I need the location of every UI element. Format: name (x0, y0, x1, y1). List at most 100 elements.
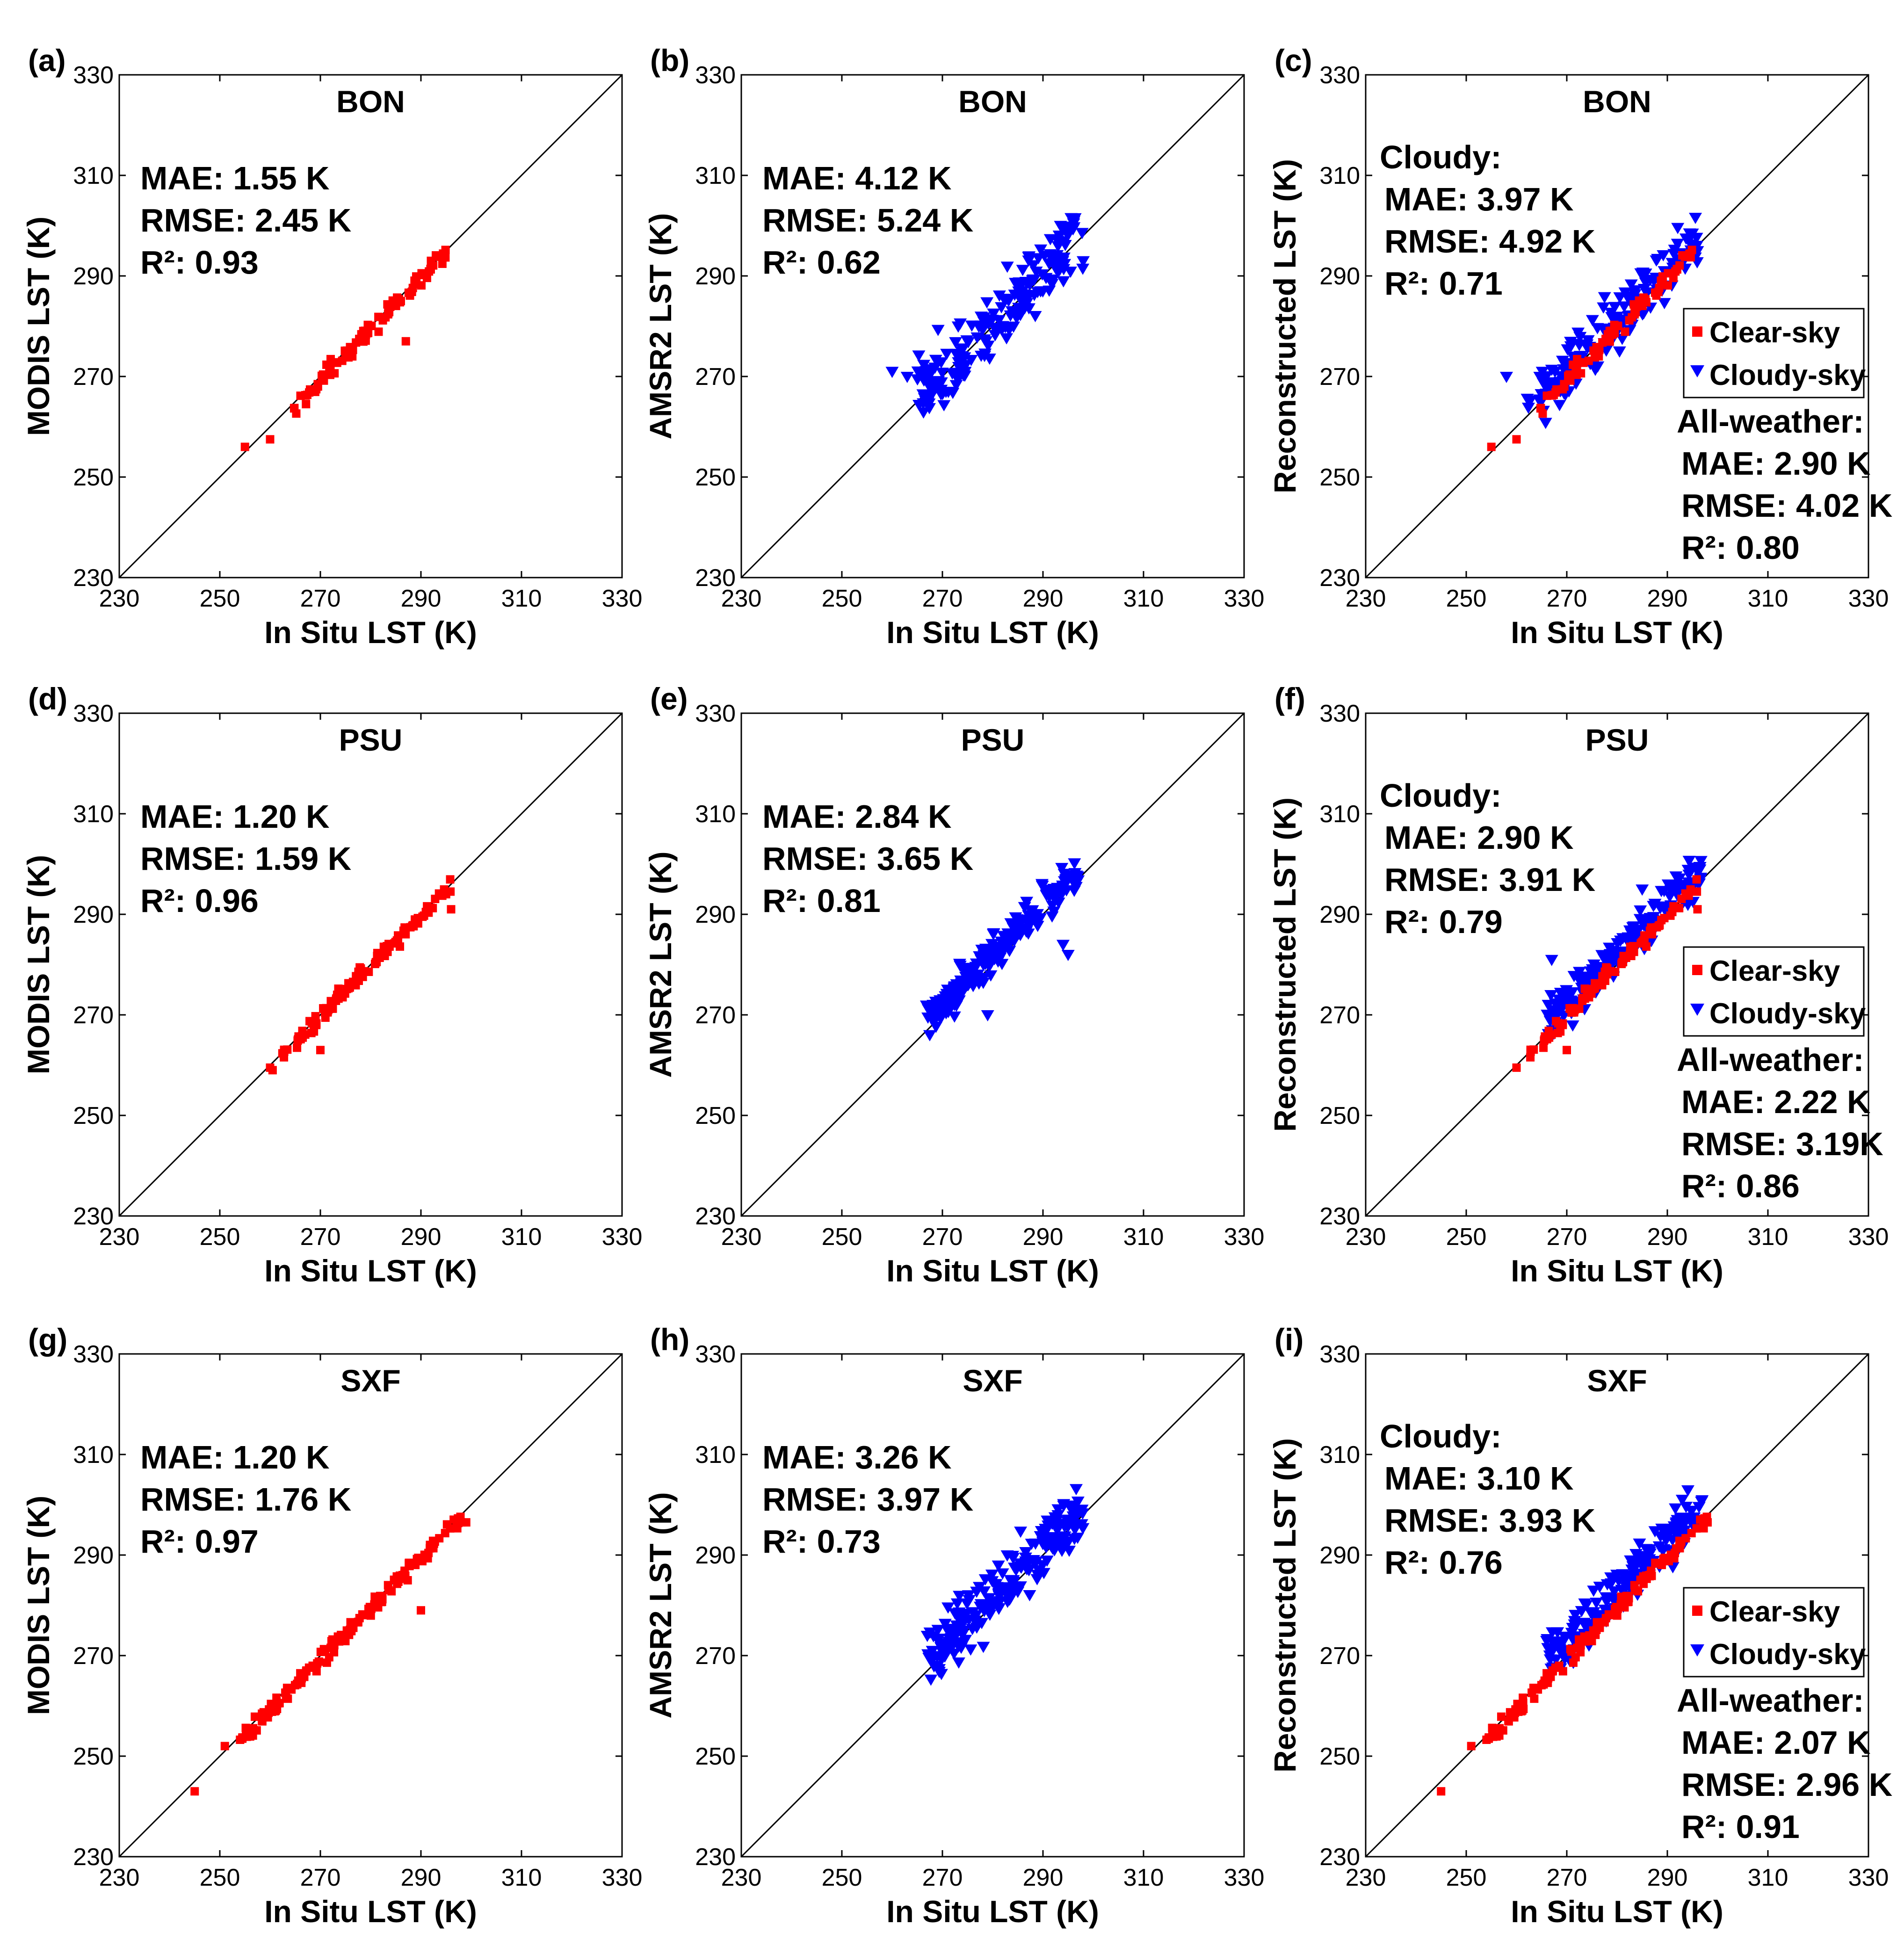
data-point (1602, 963, 1611, 972)
data-point (1587, 959, 1601, 971)
data-point (1488, 1723, 1497, 1732)
data-point (1576, 1648, 1585, 1657)
data-point (1603, 330, 1612, 339)
all-weather-line: RMSE: 2.96 K (1681, 1766, 1892, 1803)
data-point (1687, 1529, 1696, 1538)
plot-frame (1365, 1353, 1869, 1858)
data-point (333, 991, 341, 999)
data-point (1530, 1694, 1539, 1703)
panel-label: (d) (28, 681, 67, 716)
x-tick-label: 250 (822, 585, 862, 612)
data-point (1611, 938, 1624, 949)
data-point (1611, 1607, 1620, 1616)
data-point (1037, 1568, 1050, 1579)
y-axis-label: AMSR2 LST (K) (643, 852, 678, 1078)
data-point (1051, 1510, 1065, 1521)
data-point (1598, 981, 1607, 990)
stats-line: RMSE: 3.65 K (762, 840, 973, 877)
data-point (1621, 327, 1629, 336)
data-point (412, 272, 420, 281)
data-point (420, 1550, 429, 1559)
x-tick-label: 230 (721, 585, 762, 612)
data-point (1016, 265, 1029, 276)
data-point (337, 1630, 346, 1639)
data-point (1641, 295, 1650, 304)
panel-h: 230 250 270 290 310 330 230 250 270 290 310 330 In S… (643, 1322, 1264, 1929)
data-point (1645, 1572, 1654, 1581)
data-point (921, 1013, 935, 1024)
data-point (1040, 1556, 1054, 1567)
data-point (923, 1030, 936, 1042)
x-tick-label: 250 (1446, 1223, 1487, 1251)
data-point (1624, 279, 1638, 291)
data-point (935, 1654, 948, 1666)
panel-i: 230 250 270 290 310 330 230 250 270 290 310 330 In S… (1267, 1322, 1892, 1929)
data-point (307, 1028, 316, 1037)
data-point (317, 371, 326, 380)
stats-line: MAE: 3.26 K (762, 1439, 952, 1476)
data-point (1016, 924, 1029, 936)
data-point (1028, 311, 1042, 323)
data-point (1025, 1539, 1038, 1550)
stats-line: MAE: 1.55 K (140, 160, 330, 196)
x-tick-label: 290 (1647, 585, 1688, 612)
legend-clear-marker (1692, 965, 1702, 975)
x-tick-label: 310 (1748, 585, 1788, 612)
data-point (1077, 256, 1090, 268)
data-point (1681, 1485, 1694, 1497)
data-point (1066, 874, 1080, 886)
data-point (1069, 1484, 1083, 1496)
plot-frame (740, 74, 1245, 579)
data-point (1695, 1496, 1709, 1508)
y-tick-label: 330 (695, 62, 736, 89)
data-point (1579, 1622, 1593, 1634)
data-point (1612, 948, 1625, 960)
data-point (948, 1608, 962, 1620)
data-point (1027, 1557, 1041, 1569)
data-point (1067, 1523, 1081, 1534)
data-point (1639, 277, 1652, 289)
data-point (1036, 286, 1050, 298)
data-point (941, 1602, 955, 1614)
data-point (1671, 239, 1684, 250)
data-point (1557, 364, 1571, 376)
data-point (1008, 289, 1021, 301)
data-point (1007, 921, 1021, 933)
x-tick-label: 330 (1224, 1864, 1265, 1891)
data-point (1685, 1505, 1698, 1517)
data-point (1566, 1020, 1579, 1032)
data-point (1467, 1742, 1476, 1751)
y-tick-label: 270 (73, 1642, 114, 1670)
data-point (293, 1036, 302, 1045)
data-point (1585, 315, 1599, 326)
data-point (1023, 1590, 1036, 1601)
data-point (1672, 873, 1686, 885)
data-point (936, 1002, 950, 1014)
data-point (927, 1016, 940, 1027)
x-tick-label: 310 (1123, 585, 1164, 612)
data-point (1655, 921, 1664, 930)
data-point (1671, 267, 1680, 276)
data-point (980, 956, 994, 968)
data-point (1643, 1554, 1656, 1566)
data-point (347, 1627, 356, 1635)
plot-frame (1365, 74, 1869, 579)
x-tick-label: 230 (721, 1864, 762, 1891)
series-modis (240, 246, 450, 451)
data-point (992, 290, 1006, 302)
data-point (354, 1617, 362, 1626)
y-tick-label: 270 (73, 1002, 114, 1029)
data-point (1035, 879, 1049, 890)
data-point (1669, 274, 1678, 282)
y-tick-label: 290 (695, 263, 736, 290)
x-tick-label: 230 (1346, 1864, 1386, 1891)
legend: Clear-sky Cloudy-sky (1683, 946, 1866, 1037)
data-point (383, 300, 392, 309)
data-point (962, 1590, 975, 1602)
data-point (1057, 1499, 1071, 1511)
y-tick-label: 290 (73, 1542, 114, 1569)
data-point (1629, 300, 1638, 309)
data-point (397, 297, 405, 305)
plot-frame (118, 712, 623, 1217)
plot-frame (740, 712, 1245, 1217)
